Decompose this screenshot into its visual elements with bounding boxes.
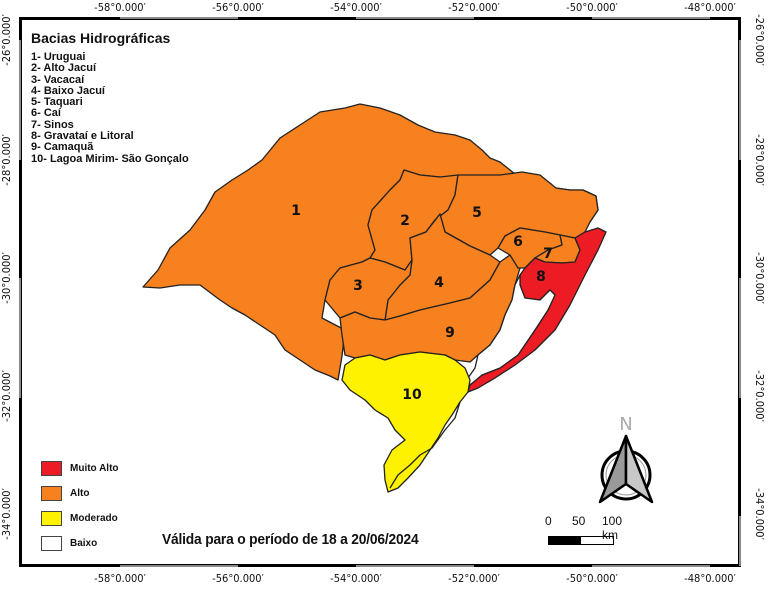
basin-list-item: 5- Taquari bbox=[31, 96, 83, 109]
lon-tick-bottom: -58°0.000′ bbox=[94, 572, 146, 585]
frame-segment bbox=[739, 40, 741, 160]
basin-10-lagoa-mirim bbox=[341, 351, 471, 493]
basin-list-item: 1- Uruguai bbox=[31, 51, 86, 63]
lon-tick-bottom: -50°0.000′ bbox=[566, 572, 618, 585]
risk-item-baixo: Baixo bbox=[41, 531, 119, 556]
lon-tick-bottom: -56°0.000′ bbox=[212, 572, 264, 585]
basin-label-4: 4 bbox=[434, 275, 444, 291]
scale-label: 50 bbox=[572, 514, 586, 528]
frame-segment bbox=[120, 17, 238, 19]
swatch-moderado bbox=[41, 511, 62, 526]
frame-segment bbox=[739, 516, 741, 566]
frame-segment bbox=[592, 565, 710, 567]
swatch-alto bbox=[41, 486, 62, 501]
basin-list-item: 9- Camaquã bbox=[31, 141, 94, 154]
frame-segment bbox=[19, 278, 21, 398]
scale-label: 100 km bbox=[602, 514, 623, 542]
lon-tick-top: -56°0.000′ bbox=[212, 1, 264, 14]
basin-list-item: 10- Lagoa Mirim- São Gonçalo bbox=[31, 152, 189, 165]
basin-label-8: 8 bbox=[536, 269, 546, 285]
lon-tick-top: -50°0.000′ bbox=[566, 1, 618, 14]
scale-label: 0 bbox=[545, 514, 552, 528]
lon-tick-top: -58°0.000′ bbox=[94, 1, 146, 14]
frame-segment bbox=[19, 40, 21, 160]
risk-label: Muito Alto bbox=[70, 463, 119, 474]
lon-tick-top: -48°0.000′ bbox=[684, 1, 736, 14]
frame-segment bbox=[592, 17, 710, 19]
risk-label: Alto bbox=[70, 488, 90, 499]
risk-item-alto: Alto bbox=[41, 481, 119, 506]
validity-period: Válida para o período de 18 a 20/06/2024 bbox=[162, 531, 419, 548]
basin-list-item: 7- Sinos bbox=[31, 118, 74, 131]
frame-segment bbox=[356, 17, 474, 19]
frame-segment bbox=[120, 565, 238, 567]
risk-item-muito-alto: Muito Alto bbox=[41, 456, 119, 481]
legend-title: Bacias Hidrográficas bbox=[31, 30, 171, 46]
risk-item-moderado: Moderado bbox=[41, 506, 119, 531]
lon-tick-top: -52°0.000′ bbox=[448, 1, 500, 14]
basin-label-7: 7 bbox=[543, 246, 553, 262]
scale-bar-graphic bbox=[548, 536, 614, 545]
lagoa-dos-patos bbox=[467, 274, 556, 386]
north-arrow-icon: N bbox=[598, 414, 654, 504]
basin-list-item: 2- Alto Jacuí bbox=[31, 62, 96, 75]
frame-segment bbox=[356, 565, 474, 567]
basin-label-6: 6 bbox=[513, 234, 523, 250]
risk-legend: Muito Alto Alto Moderado Baixo bbox=[41, 456, 119, 556]
risk-label: Moderado bbox=[70, 513, 118, 524]
basin-label-9: 9 bbox=[445, 325, 455, 341]
basin-label-10: 10 bbox=[402, 387, 422, 403]
risk-label: Baixo bbox=[70, 538, 98, 549]
basin-label-5: 5 bbox=[472, 205, 482, 221]
swatch-muito-alto bbox=[41, 461, 62, 476]
basin-list-item: 6- Caí bbox=[31, 107, 61, 120]
lon-tick-bottom: -54°0.000′ bbox=[330, 572, 382, 585]
basin-list-item: 4- Baixo Jacuí bbox=[31, 84, 105, 97]
basin-list-item: 8- Gravataí e Litoral bbox=[31, 130, 134, 143]
basin-label-1: 1 bbox=[291, 203, 301, 219]
basin-list-item: 3- Vacacaí bbox=[31, 73, 85, 86]
basin-label-2: 2 bbox=[400, 213, 410, 229]
lon-tick-bottom: -52°0.000′ bbox=[448, 572, 500, 585]
basin-label-3: 3 bbox=[353, 278, 363, 294]
basin-list: 1- Uruguai 2- Alto Jacuí 3- Vacacaí 4- B… bbox=[31, 51, 189, 165]
lon-tick-bottom: -48°0.000′ bbox=[684, 572, 736, 585]
swatch-baixo bbox=[41, 536, 62, 551]
frame-segment bbox=[739, 278, 741, 398]
lon-tick-top: -54°0.000′ bbox=[330, 1, 382, 14]
svg-text:N: N bbox=[619, 414, 632, 435]
